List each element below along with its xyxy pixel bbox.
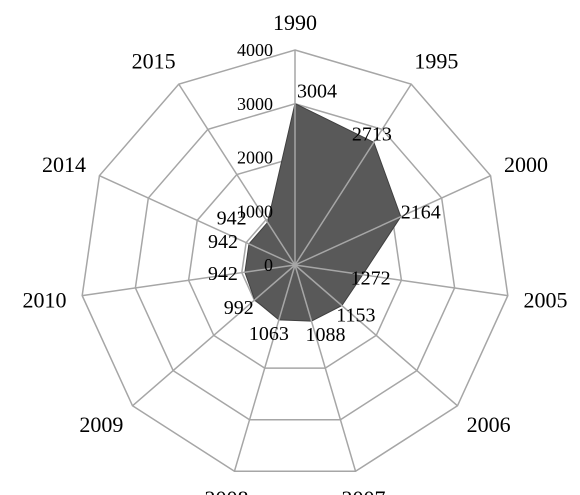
spoke-2014	[99, 175, 296, 266]
grid-ring	[81, 49, 509, 473]
data-label: 1088	[305, 324, 345, 346]
category-label-2010: 2010	[22, 288, 66, 313]
tick-label: 3000	[237, 94, 273, 114]
category-labels: 1990 1995 2000 2005 2006 2007 2008 2009 2010 2014…	[22, 10, 567, 495]
category-label-2014: 2014	[42, 152, 86, 177]
tick-label: 4000	[237, 40, 273, 60]
radial-tick-labels: 0 1000 2000 3000 4000	[237, 40, 273, 275]
data-label: 942	[208, 263, 238, 285]
spoke-1995	[294, 83, 412, 266]
tick-label: 1000	[237, 201, 273, 221]
spoke-2008	[233, 264, 296, 472]
spoke-2006	[294, 264, 458, 407]
category-label-2007: 2007	[341, 486, 385, 495]
category-label-2000: 2000	[504, 152, 548, 177]
tick-label: 0	[264, 255, 273, 275]
tick-label: 2000	[237, 148, 273, 168]
spoke-2015	[178, 83, 296, 266]
category-label-2015: 2015	[132, 49, 176, 74]
data-label: 942	[217, 207, 247, 229]
spoke-2007	[294, 264, 357, 472]
category-label-2008: 2008	[205, 486, 249, 495]
category-label-1990: 1990	[273, 10, 317, 35]
data-label: 992	[224, 297, 254, 319]
spoke-2009	[132, 264, 296, 407]
category-label-2005: 2005	[524, 288, 568, 313]
data-label: 942	[208, 231, 238, 253]
data-label: 1063	[249, 323, 289, 345]
category-label-2009: 2009	[79, 412, 123, 437]
spoke-2000	[294, 175, 491, 266]
spoke-2005	[294, 264, 508, 297]
category-label-2006: 2006	[467, 412, 511, 437]
grid-ring	[134, 102, 456, 421]
data-label: 3004	[297, 81, 337, 103]
spokes	[82, 50, 508, 472]
data-label: 1153	[336, 305, 375, 327]
data-label: 2164	[401, 202, 441, 224]
category-label-1995: 1995	[414, 49, 458, 74]
data-label: 1272	[351, 268, 391, 290]
data-label: 2713	[352, 123, 392, 145]
spoke-2010	[82, 264, 296, 297]
